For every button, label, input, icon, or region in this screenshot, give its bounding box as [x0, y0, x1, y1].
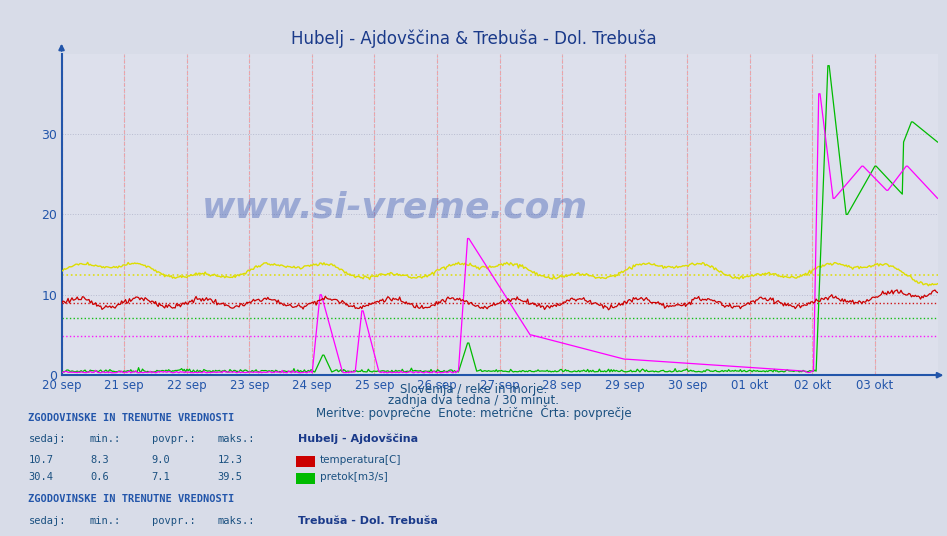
Text: 8.3: 8.3: [90, 455, 109, 465]
Text: 30.4: 30.4: [28, 472, 53, 482]
Text: maks.:: maks.:: [218, 516, 256, 526]
Text: ZGODOVINSKE IN TRENUTNE VREDNOSTI: ZGODOVINSKE IN TRENUTNE VREDNOSTI: [28, 494, 235, 504]
Text: www.si-vreme.com: www.si-vreme.com: [202, 191, 587, 225]
Text: min.:: min.:: [90, 516, 121, 526]
Text: Hubelj - Ajdovščina & Trebuša - Dol. Trebuša: Hubelj - Ajdovščina & Trebuša - Dol. Tre…: [291, 29, 656, 48]
Text: sedaj:: sedaj:: [28, 434, 66, 444]
Text: 0.6: 0.6: [90, 472, 109, 482]
Text: Trebuša - Dol. Trebuša: Trebuša - Dol. Trebuša: [298, 516, 438, 526]
Text: Hubelj - Ajdovščina: Hubelj - Ajdovščina: [298, 434, 419, 444]
Text: povpr.:: povpr.:: [152, 516, 195, 526]
Text: pretok[m3/s]: pretok[m3/s]: [320, 472, 388, 482]
Text: maks.:: maks.:: [218, 434, 256, 444]
Text: povpr.:: povpr.:: [152, 434, 195, 444]
Text: 9.0: 9.0: [152, 455, 170, 465]
Text: zadnja dva tedna / 30 minut.: zadnja dva tedna / 30 minut.: [388, 394, 559, 407]
Text: 12.3: 12.3: [218, 455, 242, 465]
Text: temperatura[C]: temperatura[C]: [320, 455, 402, 465]
Text: 39.5: 39.5: [218, 472, 242, 482]
Text: 10.7: 10.7: [28, 455, 53, 465]
Text: ZGODOVINSKE IN TRENUTNE VREDNOSTI: ZGODOVINSKE IN TRENUTNE VREDNOSTI: [28, 413, 235, 423]
Text: Slovenija / reke in morje.: Slovenija / reke in morje.: [400, 383, 547, 396]
Text: Meritve: povprečne  Enote: metrične  Črta: povprečje: Meritve: povprečne Enote: metrične Črta:…: [315, 405, 632, 420]
Text: sedaj:: sedaj:: [28, 516, 66, 526]
Text: min.:: min.:: [90, 434, 121, 444]
Text: 7.1: 7.1: [152, 472, 170, 482]
